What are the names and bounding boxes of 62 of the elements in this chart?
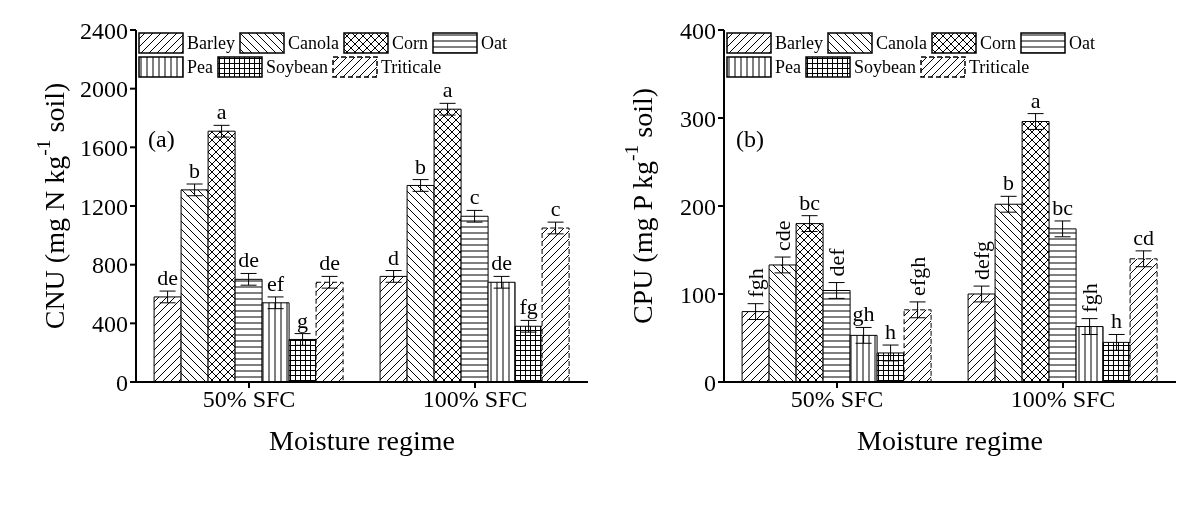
y-tick-label: 100 (680, 281, 716, 308)
data-label: efgh (905, 256, 931, 296)
y-tick-label: 1600 (80, 134, 128, 161)
data-label: cde (770, 220, 796, 252)
data-label: de (491, 250, 512, 276)
annotation: (a) (148, 126, 175, 153)
legend-label: Barley (775, 32, 823, 54)
y-tick-label: 300 (680, 105, 716, 132)
data-label: gh (852, 301, 875, 327)
data-label: de (157, 265, 178, 291)
y-tick-label: 2000 (80, 76, 128, 103)
legend-label: Pea (775, 56, 801, 78)
data-label: de (319, 250, 340, 276)
data-label: d (388, 244, 400, 270)
legend-label: Soybean (266, 56, 328, 78)
data-label: ef (267, 270, 285, 296)
data-label: de (238, 247, 259, 273)
legend-label: Barley (187, 32, 235, 54)
y-tick-label: 2400 (80, 17, 128, 44)
data-label: fg (519, 294, 538, 320)
legend-label: Soybean (854, 56, 916, 78)
data-label: b (415, 153, 427, 179)
x-tick-label: 50% SFC (790, 386, 884, 413)
legend-label: Pea (187, 56, 213, 78)
legend-label: Canola (875, 32, 927, 54)
legend-label: Canola (287, 32, 339, 54)
data-label: b (1003, 170, 1015, 196)
data-label: bc (799, 189, 821, 215)
legend-label: Oat (1068, 32, 1095, 54)
data-label: g (297, 307, 309, 333)
data-label: bc (1052, 194, 1074, 220)
x-axis-title: Moisture regime (269, 425, 455, 456)
y-tick-label: 0 (116, 369, 128, 396)
data-label: a (442, 77, 453, 103)
data-label: defg (969, 240, 995, 281)
data-label: cd (1133, 224, 1154, 250)
data-label: fgh (743, 268, 769, 298)
legend-label: Corn (391, 32, 428, 54)
data-label: a (216, 99, 227, 125)
x-axis-title: Moisture regime (857, 425, 1043, 456)
x-tick-label: 100% SFC (422, 386, 528, 413)
y-tick-label: 400 (92, 310, 128, 337)
data-label: def (824, 247, 850, 277)
data-label: h (885, 319, 897, 345)
x-tick-label: 100% SFC (1010, 386, 1116, 413)
legend-label: Triticale (381, 56, 442, 78)
y-tick-label: 400 (680, 17, 716, 44)
data-label: fgh (1077, 283, 1103, 313)
data-label: b (189, 158, 201, 183)
data-label: c (469, 184, 480, 210)
legend-label: Oat (480, 32, 507, 54)
y-tick-label: 0 (704, 369, 716, 396)
data-label: a (1030, 87, 1041, 113)
annotation: (b) (736, 126, 764, 153)
x-tick-label: 50% SFC (202, 386, 296, 413)
legend-label: Corn (979, 32, 1016, 54)
legend-label: Triticale (969, 56, 1030, 78)
data-label: h (1111, 308, 1123, 334)
y-tick-label: 1200 (80, 193, 128, 220)
y-tick-label: 800 (92, 252, 128, 279)
y-tick-label: 200 (680, 193, 716, 220)
data-label: c (550, 196, 561, 222)
